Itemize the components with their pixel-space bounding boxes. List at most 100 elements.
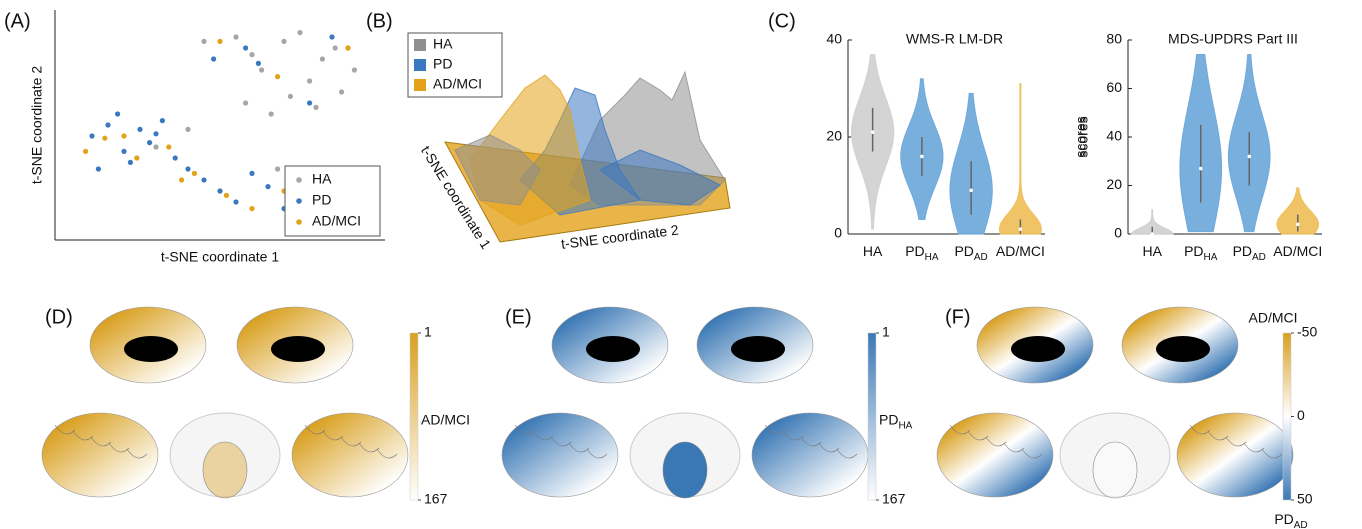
x-tick-label: PDHA (905, 243, 939, 263)
y-tick-label: 0 (834, 225, 842, 241)
brain-cut (124, 336, 178, 362)
legend-label: AD/MCI (433, 76, 482, 92)
y-tick-label: 40 (826, 31, 842, 47)
legend-label: AD/MCI (312, 213, 361, 229)
x-tick-label: AD/MCI (1273, 243, 1322, 259)
colorbar-top-label: AD/MCI (1249, 310, 1298, 326)
x-tick-label-sub: AD (1252, 252, 1266, 263)
legend-marker (296, 198, 302, 204)
colorbar-label-sub: HA (898, 421, 912, 432)
point (153, 131, 158, 136)
violin-median (1296, 223, 1300, 227)
y-tick-label: 0 (1114, 225, 1122, 241)
x-tick-label-sub: HA (1204, 252, 1218, 263)
point (192, 171, 197, 176)
point (147, 140, 152, 145)
point (339, 89, 344, 94)
legend-marker (296, 219, 302, 225)
panel-label: (A) (4, 10, 31, 32)
x-tick-label: PDAD (1233, 243, 1266, 263)
point (243, 100, 248, 105)
colorbar-label: PDHA (879, 411, 913, 431)
y-tick-label: 20 (826, 128, 842, 144)
brain-cut (271, 336, 325, 362)
colorbar-label-sub: AD (1294, 520, 1308, 529)
point (160, 118, 165, 123)
chart-title: WMS-R LM-DR (906, 31, 1003, 47)
point (275, 166, 280, 171)
point (179, 177, 184, 182)
point (121, 149, 126, 154)
colorbar-tick-label: 0 (1297, 407, 1305, 423)
colorbar (410, 333, 418, 500)
x-tick-label: AD/MCI (996, 243, 1045, 259)
panel-label: (C) (768, 10, 796, 32)
x-tick-label: HA (1143, 243, 1163, 259)
point (281, 39, 286, 44)
colorbar-tick-label: 1 (424, 324, 432, 340)
point (185, 166, 190, 171)
violin-median (1019, 227, 1023, 231)
x-tick-label-sub: AD (974, 252, 988, 263)
panel-label: (F) (945, 306, 971, 328)
legend-label: PD (433, 56, 452, 72)
brain-cut (586, 336, 640, 362)
point (89, 133, 94, 138)
point (115, 111, 120, 116)
brain-lateral (502, 413, 618, 497)
colorbar-label-main: PD (1274, 511, 1293, 527)
y-tick-label: 80 (1106, 31, 1122, 47)
point (173, 155, 178, 160)
colorbar-label: AD/MCI (421, 411, 470, 427)
point (201, 39, 206, 44)
point (102, 136, 107, 141)
panel-label: (B) (366, 10, 393, 32)
brain-cut (731, 336, 785, 362)
x-tick-label-main: HA (863, 243, 883, 259)
point (320, 56, 325, 61)
panel-label: (E) (505, 306, 532, 328)
point (352, 67, 357, 72)
point (329, 34, 334, 39)
chart-title: MDS-UPDRS Part III (1168, 31, 1298, 47)
colorbar-tick-label: 50 (1297, 491, 1313, 507)
brain-subcortical (663, 442, 707, 498)
point (313, 105, 318, 110)
point (224, 193, 229, 198)
point (307, 78, 312, 83)
point (288, 94, 293, 99)
x-tick-label-main: AD/MCI (996, 243, 1045, 259)
point (201, 177, 206, 182)
point (259, 67, 264, 72)
colorbar-tick-label: 1 (882, 324, 890, 340)
point (307, 100, 312, 105)
point (297, 30, 302, 35)
violin-median (1150, 232, 1154, 236)
x-axis-label: t-SNE coordinate 1 (161, 249, 279, 265)
point (233, 199, 238, 204)
y-tick-label: 20 (1106, 176, 1122, 192)
x-tick-label-main: PD (1184, 243, 1203, 259)
legend-label: HA (312, 171, 332, 187)
colorbar (1283, 333, 1291, 500)
legend-marker (414, 59, 426, 71)
y-tick-label: 40 (1106, 128, 1122, 144)
point (96, 166, 101, 171)
legend-label: HA (433, 36, 453, 52)
point (256, 61, 261, 66)
point (185, 127, 190, 132)
violin-body (999, 84, 1041, 234)
brain-lateral (42, 413, 158, 497)
y-tick-label: 60 (1106, 79, 1122, 95)
x-tick-label-main: AD/MCI (1273, 243, 1322, 259)
point (137, 127, 142, 132)
colorbar-tick-label: 167 (424, 491, 448, 507)
x-tick-label: PDHA (1184, 243, 1218, 263)
violin-median (1247, 155, 1251, 159)
point (269, 111, 274, 116)
point (211, 56, 216, 61)
violin-median (920, 155, 924, 159)
brain-cut (1011, 336, 1065, 362)
point (265, 184, 270, 189)
x-tick-label-sub: HA (925, 252, 939, 263)
